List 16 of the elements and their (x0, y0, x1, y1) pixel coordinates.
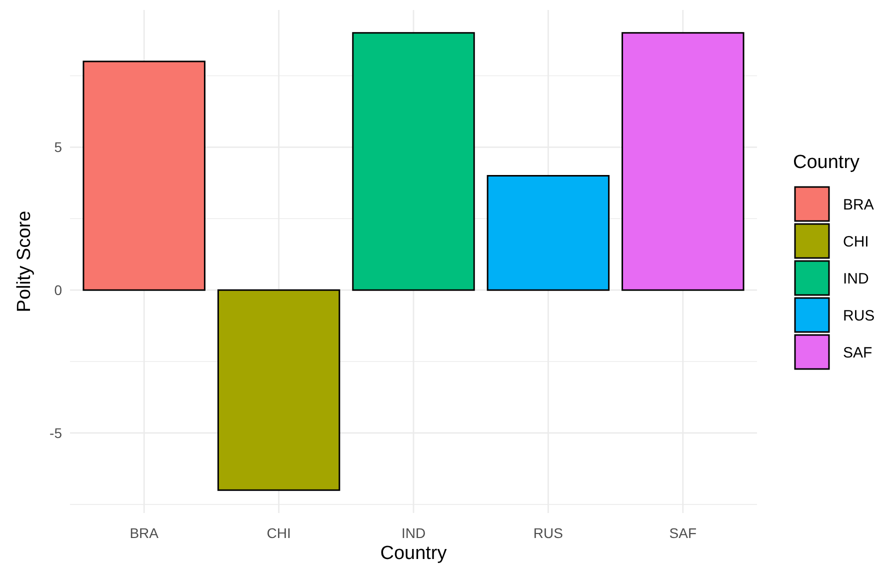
x-tick-label: CHI (266, 524, 291, 541)
x-tick-label: IND (401, 524, 426, 541)
x-axis-title: Country (380, 543, 448, 564)
x-tick-label: BRA (130, 524, 160, 541)
y-axis-title: Polity Score (14, 210, 35, 312)
legend-label: RUS (843, 307, 875, 324)
legend-label: SAF (843, 344, 872, 362)
x-tick-label: SAF (669, 524, 697, 541)
legend-title: Country (793, 152, 860, 173)
y-tick-label: -5 (50, 424, 62, 441)
y-tick-label: 5 (54, 139, 62, 156)
x-tick-label: RUS (533, 524, 563, 541)
legend-label: CHI (843, 233, 869, 250)
y-tick-label: 0 (54, 282, 62, 298)
legend-label: BRA (843, 196, 874, 214)
legend-label: IND (843, 270, 869, 288)
